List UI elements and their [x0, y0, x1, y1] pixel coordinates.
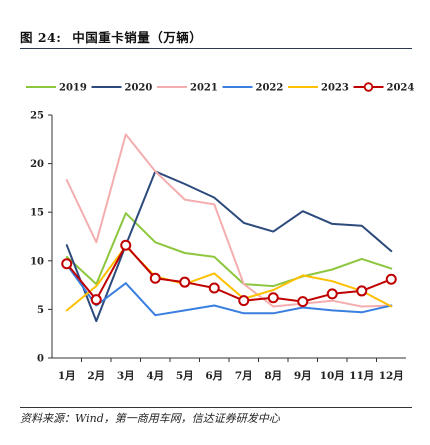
- x-tick-label: 9月: [294, 370, 312, 382]
- x-tick-label: 7月: [235, 370, 253, 382]
- legend-label: 2022: [256, 83, 284, 94]
- series-2021: [65, 133, 393, 308]
- y-tick-label: 20: [30, 159, 44, 170]
- legend-item-2019: 2019: [26, 83, 87, 94]
- data-point-2024: [149, 272, 161, 284]
- series-line-2019: [65, 212, 393, 288]
- data-point-2024: [238, 295, 250, 307]
- legend-label: 2024: [387, 83, 415, 94]
- data-point-2024: [179, 276, 191, 288]
- x-tick-label: 1月: [58, 370, 76, 382]
- data-point-2024: [356, 285, 368, 297]
- x-tick-label: 3月: [117, 370, 135, 382]
- y-tick-label: 0: [37, 354, 44, 365]
- x-tick-label: 8月: [264, 370, 282, 382]
- title-divider: [20, 48, 412, 49]
- data-point-2024: [120, 239, 132, 251]
- legend-item-2020: 2020: [91, 83, 153, 94]
- source-note: 资料来源：Wind，第一商用车网，信达证券研发中心: [20, 412, 280, 425]
- x-tick-label: 11月: [349, 370, 374, 382]
- legend-label: 2019: [59, 83, 87, 94]
- series-2023: [65, 245, 393, 312]
- x-tick-label: 12月: [379, 370, 404, 382]
- legend-item-2023: 2023: [288, 83, 349, 94]
- series-line-2022: [65, 263, 393, 317]
- data-point-2024: [385, 273, 397, 285]
- series-2024: [61, 239, 397, 308]
- series-2019: [65, 212, 393, 288]
- series-2020: [65, 170, 393, 323]
- data-point-2024: [61, 258, 73, 270]
- legend-item-2024: 2024: [353, 82, 415, 94]
- x-tick-label: 6月: [205, 370, 223, 382]
- data-point-2024: [267, 292, 279, 304]
- figure-title-text: 中国重卡销量（万辆）: [72, 30, 203, 45]
- figure-label: 图 24:: [20, 30, 62, 45]
- series-line-2021: [65, 133, 393, 308]
- series-2022: [65, 263, 393, 317]
- legend: 2019 2020 2021 2022 2023 2024: [26, 82, 415, 94]
- data-point-2024: [208, 282, 220, 294]
- data-point-2024: [297, 296, 309, 308]
- x-tick-label: 2月: [87, 370, 105, 382]
- data-point-2024: [326, 288, 338, 300]
- series-layer: [61, 133, 397, 323]
- legend-item-2022: 2022: [222, 83, 284, 94]
- legend-label: 2023: [321, 83, 349, 94]
- legend-label: 2021: [190, 83, 218, 94]
- x-tick-label: 4月: [146, 370, 164, 382]
- data-point-2024: [90, 294, 102, 306]
- x-tick-label: 10月: [320, 370, 345, 382]
- line-chart: 2019 2020 2021 2022 2023 2024 0 5 10 15 20 25 1月 2月 3…: [26, 82, 415, 382]
- figure-title: 图 24: 中国重卡销量（万辆）: [20, 27, 202, 46]
- y-tick-label: 10: [30, 256, 44, 267]
- source-divider: [20, 407, 412, 408]
- axes: 0 5 10 15 20 25 1月 2月 3月 4月 5月 6月 7月 8月 9月 10月 11月 12月: [30, 111, 406, 382]
- y-tick-label: 5: [37, 305, 44, 316]
- y-tick-label: 25: [30, 111, 44, 122]
- legend-label: 2020: [125, 83, 153, 94]
- legend-item-2021: 2021: [157, 83, 218, 94]
- legend-marker: [363, 82, 374, 92]
- series-line-2023: [65, 245, 393, 312]
- series-line-2020: [65, 170, 393, 323]
- y-tick-label: 15: [30, 208, 44, 219]
- x-tick-label: 5月: [176, 370, 194, 382]
